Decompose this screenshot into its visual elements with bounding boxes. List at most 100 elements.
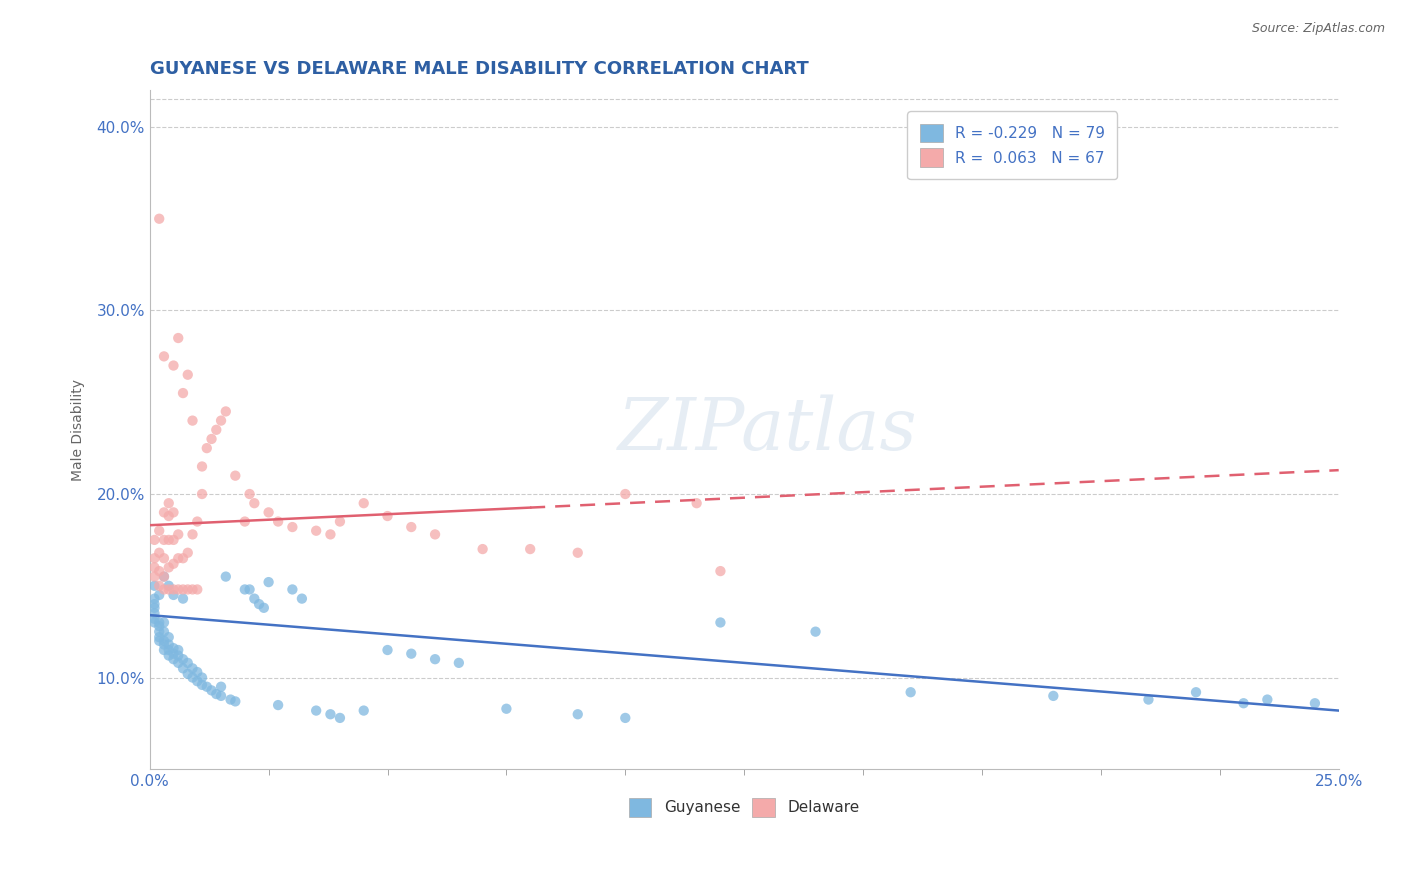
Point — [143, 560, 166, 574]
Point — [143, 591, 166, 606]
Point — [215, 404, 238, 418]
Point — [186, 674, 208, 689]
Point — [186, 515, 208, 529]
Point — [143, 533, 166, 547]
Point — [215, 569, 238, 583]
Point — [1042, 689, 1064, 703]
Point — [181, 661, 204, 675]
Point — [1137, 692, 1160, 706]
Point — [224, 468, 246, 483]
Point — [1303, 696, 1326, 710]
Point — [423, 652, 446, 666]
Point — [319, 707, 342, 722]
Point — [148, 588, 170, 602]
Point — [181, 671, 204, 685]
Point — [153, 615, 176, 630]
Point — [495, 702, 517, 716]
Point — [157, 648, 180, 663]
Point — [209, 414, 232, 428]
Point — [567, 546, 589, 560]
Text: GUYANESE VS DELAWARE MALE DISABILITY CORRELATION CHART: GUYANESE VS DELAWARE MALE DISABILITY COR… — [149, 60, 808, 78]
Point — [162, 652, 184, 666]
Text: ZIPatlas: ZIPatlas — [619, 394, 918, 465]
Point — [153, 624, 176, 639]
Point — [153, 569, 176, 583]
Point — [1185, 685, 1208, 699]
Point — [267, 515, 290, 529]
Point — [191, 487, 214, 501]
Point — [167, 527, 190, 541]
Point — [157, 638, 180, 652]
Point — [233, 515, 256, 529]
Point — [281, 520, 304, 534]
Point — [804, 624, 827, 639]
Point — [195, 680, 218, 694]
Point — [329, 515, 352, 529]
Point — [305, 704, 328, 718]
Point — [567, 707, 589, 722]
Point — [143, 579, 166, 593]
Point — [143, 607, 166, 621]
Point — [157, 509, 180, 524]
Point — [423, 527, 446, 541]
Point — [709, 564, 731, 578]
Point — [209, 680, 232, 694]
Point — [709, 615, 731, 630]
Point — [153, 643, 176, 657]
Legend: Guyanese, Delaware: Guyanese, Delaware — [623, 792, 866, 822]
Point — [172, 551, 194, 566]
Point — [157, 579, 180, 593]
Point — [153, 505, 176, 519]
Point — [162, 647, 184, 661]
Point — [167, 551, 190, 566]
Point — [614, 487, 637, 501]
Text: Source: ZipAtlas.com: Source: ZipAtlas.com — [1251, 22, 1385, 36]
Point — [471, 542, 494, 557]
Point — [243, 496, 266, 510]
Point — [167, 648, 190, 663]
Point — [177, 666, 200, 681]
Point — [1256, 692, 1278, 706]
Point — [177, 656, 200, 670]
Point — [186, 665, 208, 679]
Point — [186, 582, 208, 597]
Point — [162, 641, 184, 656]
Point — [162, 505, 184, 519]
Point — [205, 687, 228, 701]
Point — [172, 582, 194, 597]
Point — [353, 704, 375, 718]
Point — [148, 624, 170, 639]
Point — [148, 546, 170, 560]
Point — [167, 331, 190, 345]
Point — [172, 591, 194, 606]
Point — [153, 533, 176, 547]
Point — [181, 582, 204, 597]
Point — [205, 423, 228, 437]
Point — [143, 551, 166, 566]
Point — [900, 685, 922, 699]
Point — [157, 533, 180, 547]
Point — [267, 698, 290, 712]
Point — [143, 569, 166, 583]
Point — [172, 661, 194, 675]
Point — [243, 591, 266, 606]
Point — [143, 597, 166, 611]
Point — [148, 564, 170, 578]
Point — [162, 533, 184, 547]
Point — [377, 643, 399, 657]
Point — [257, 575, 280, 590]
Point — [153, 638, 176, 652]
Point — [143, 612, 166, 626]
Point — [209, 689, 232, 703]
Point — [200, 683, 222, 698]
Point — [167, 656, 190, 670]
Point — [447, 656, 470, 670]
Point — [191, 459, 214, 474]
Point — [153, 582, 176, 597]
Point — [305, 524, 328, 538]
Point — [177, 368, 200, 382]
Point — [148, 619, 170, 633]
Point — [143, 615, 166, 630]
Y-axis label: Male Disability: Male Disability — [72, 379, 86, 481]
Point — [157, 582, 180, 597]
